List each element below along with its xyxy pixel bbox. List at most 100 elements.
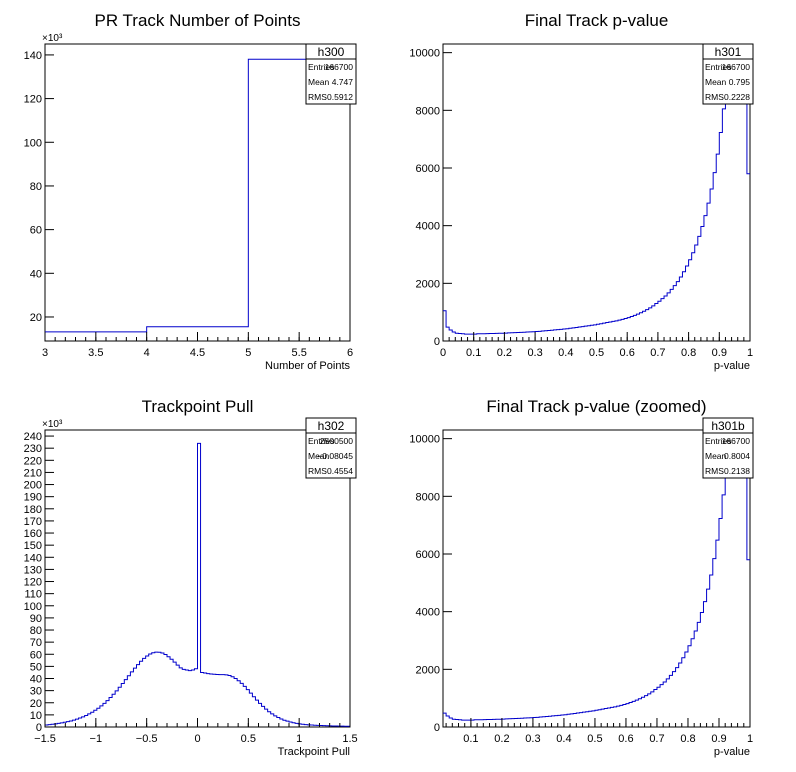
x-tick-label: 0.5 [589,347,604,359]
stats-row-label: RMS [705,466,724,476]
stats-row-label: Mean [705,451,727,461]
y-tick-label: 100 [24,137,42,149]
histogram-panel: PR Track Number of Points 3 3.5 4 4.5 5 5.5 6 20… [24,11,357,372]
y-tick-label: 0 [434,722,440,734]
stats-row-value: 0.795 [729,77,751,87]
stats-row-value: 0.5912 [327,92,353,102]
stats-row-label: Mean [308,451,330,461]
y-tick-label: 10000 [409,434,440,446]
x-axis-label: p-value [714,360,750,372]
stats-row-value: 4.747 [332,77,354,87]
stats-row-label: Entries [705,436,731,446]
x-tick-label: 0.8 [681,347,696,359]
stats-row-label: Mean [308,77,330,87]
y-tick-label: 40 [30,674,42,686]
plot-frame [44,43,351,342]
y-tick-label: 60 [30,225,42,237]
x-tick-label: −1.5 [34,733,56,745]
y-tick-label: 30 [30,686,42,698]
x-tick-label: 0.4 [558,347,573,359]
stats-row-value: 0.8004 [724,451,750,461]
x-tick-label: 6 [347,347,353,359]
stats-name: h301 [715,45,742,59]
x-tick-label: 0 [194,733,200,745]
y-tick-label: 4000 [416,607,440,619]
x-tick-label: −0.5 [136,733,158,745]
stats-row-label: RMS [705,92,724,102]
x-tick-label: 1 [296,733,302,745]
y-tick-label: 230 [24,443,42,455]
stats-row-value: 0.2228 [724,92,750,102]
y-tick-label: 20 [30,312,42,324]
y-tick-label: 50 [30,661,42,673]
x-tick-label: 0.5 [587,733,602,745]
x-tick-label: 0.2 [497,347,512,359]
y-tick-label: 60 [30,649,42,661]
chart-title: Final Track p-value (zoomed) [486,397,706,416]
x-tick-label: 1.5 [342,733,357,745]
x-tick-label: 0.6 [620,347,635,359]
x-tick-label: 4 [144,347,150,359]
stats-row-value: 166700 [325,62,354,72]
y-tick-label: 200 [24,480,42,492]
x-tick-label: 0.7 [649,733,664,745]
stats-row-value: 2500500 [320,436,353,446]
y-tick-label: 100 [24,601,42,613]
y-tick-label: 140 [24,552,42,564]
x-tick-label: 0.3 [527,347,542,359]
stats-box-frame [305,417,357,479]
y-tick-label: 130 [24,564,42,576]
y-tick-label: 210 [24,467,42,479]
y-tick-label: 190 [24,492,42,504]
y-tick-label: 120 [24,94,42,106]
stats-row-value: −0.08045 [317,451,353,461]
y-multiplier-label: ×10³ [42,419,63,430]
x-tick-label: 0.2 [494,733,509,745]
y-tick-label: 150 [24,540,42,552]
y-tick-label: 160 [24,528,42,540]
stats-name: h301b [711,419,745,433]
stats-box-frame [702,43,754,105]
y-tick-label: 170 [24,516,42,528]
x-tick-label: 0.6 [618,733,633,745]
histogram-panel: Trackpoint Pull−1.5 −1 −0.5 0 0.5 1 1.50102030… [24,397,358,758]
y-tick-label: 140 [24,50,42,62]
plot-frame [442,429,751,728]
chart-title: Trackpoint Pull [142,397,254,416]
stats-name: h302 [318,419,345,433]
x-tick-label: 3.5 [88,347,103,359]
chart-title: PR Track Number of Points [95,11,301,30]
y-tick-label: 8000 [416,491,440,503]
stats-row-label: Entries [705,62,731,72]
x-tick-label: 0.1 [463,733,478,745]
histogram-line [45,58,350,333]
stats-row-label: RMS [308,92,327,102]
x-tick-label: −1 [90,733,103,745]
stats-row-value: 0.2138 [724,466,750,476]
y-tick-label: 120 [24,577,42,589]
x-tick-label: 5.5 [292,347,307,359]
x-tick-label: 0.1 [466,347,481,359]
stats-box-frame [702,417,754,479]
x-tick-label: 0.3 [525,733,540,745]
x-axis-label: Number of Points [265,360,350,372]
stats-row-label: Entries [308,62,334,72]
y-tick-label: 0 [36,722,42,734]
y-tick-label: 6000 [416,549,440,561]
stats-row-value: 0.4554 [327,466,353,476]
x-tick-label: 0.5 [241,733,256,745]
histogram-line [443,438,750,721]
y-tick-label: 180 [24,504,42,516]
x-tick-label: 0.7 [650,347,665,359]
y-tick-label: 220 [24,455,42,467]
y-tick-label: 0 [434,336,440,348]
y-tick-label: 8000 [416,105,440,117]
x-tick-label: 1 [747,347,753,359]
y-tick-label: 90 [30,613,42,625]
x-tick-label: 0.9 [712,347,727,359]
x-tick-label: 0.9 [711,733,726,745]
